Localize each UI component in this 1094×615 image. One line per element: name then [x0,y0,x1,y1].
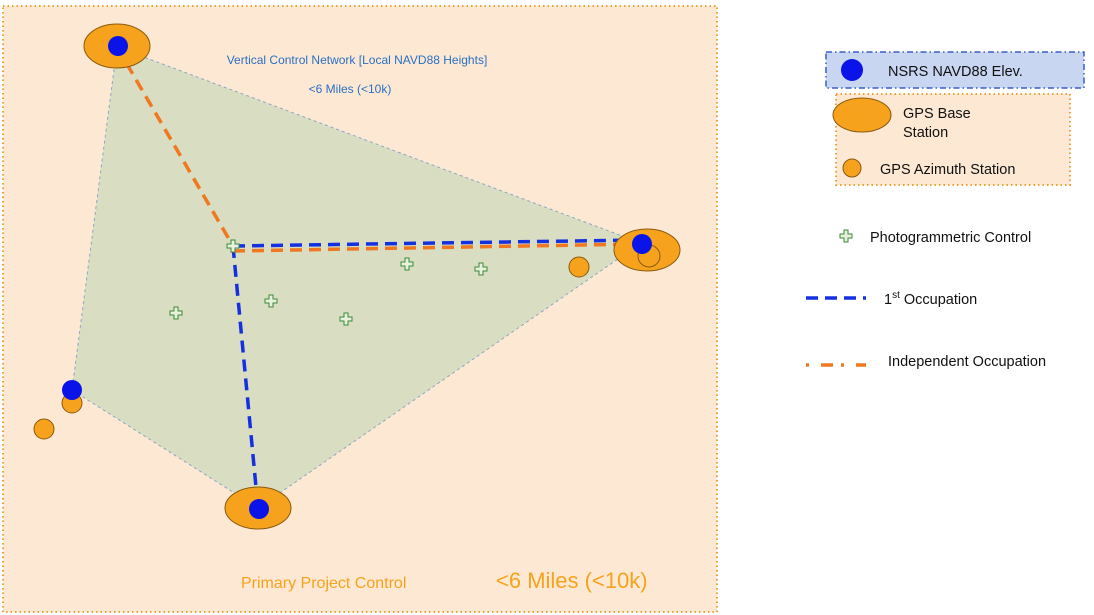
legend-gps-azimuth-icon [842,158,862,178]
project-range: <6 Miles (<10k) [496,568,648,593]
nsrs-point-nw [108,36,128,56]
nsrs-point-s [249,499,269,519]
project-title: Primary Project Control [241,575,406,592]
legend-gps-base-label-line2: Station [903,125,948,141]
legend-gps-azimuth-label: GPS Azimuth Station [880,162,1015,178]
legend-first-occupation-label: 1st Occupation [884,290,977,308]
photo-control-cross-icon [339,312,353,326]
photo-control-cross-icon [400,257,414,271]
legend-nsrs-label: NSRS NAVD88 Elev. [888,64,1023,80]
first-occupation-line-south [231,245,260,509]
independent-occupation-line-east [232,242,642,253]
gps-azimuth-station-w2 [33,418,55,440]
gps-azimuth-station-e [568,256,590,278]
photo-control-cross-icon [226,239,240,253]
photogrammetric-control-points [169,239,488,326]
legend-gps-base-icon [832,97,892,133]
photo-control-cross-icon [169,306,183,320]
first-occupation-line-east [232,238,642,248]
legend-photo-control-label: Photogrammetric Control [870,230,1031,246]
legend-nsrs-icon [841,59,863,81]
photo-control-cross-icon [474,262,488,276]
nsrs-point-e [632,234,652,254]
network-range: <6 Miles (<10k) [309,82,392,96]
legend-independent-occupation-label: Independent Occupation [888,354,1046,370]
legend-nsrs-box [825,51,1085,89]
legend-photo-control-cross-icon [839,229,853,243]
nsrs-point-w [62,380,82,400]
legend-gps-base-label-line1: GPS Base [903,106,971,122]
legend: NSRS NAVD88 Elev. GPS Base Station GPS A… [806,51,1085,370]
photo-control-cross-icon [264,294,278,308]
independent-occupation-line-north [115,46,235,247]
vertical-control-network-area [71,46,643,509]
network-title: Vertical Control Network [Local NAVD88 H… [227,53,488,67]
